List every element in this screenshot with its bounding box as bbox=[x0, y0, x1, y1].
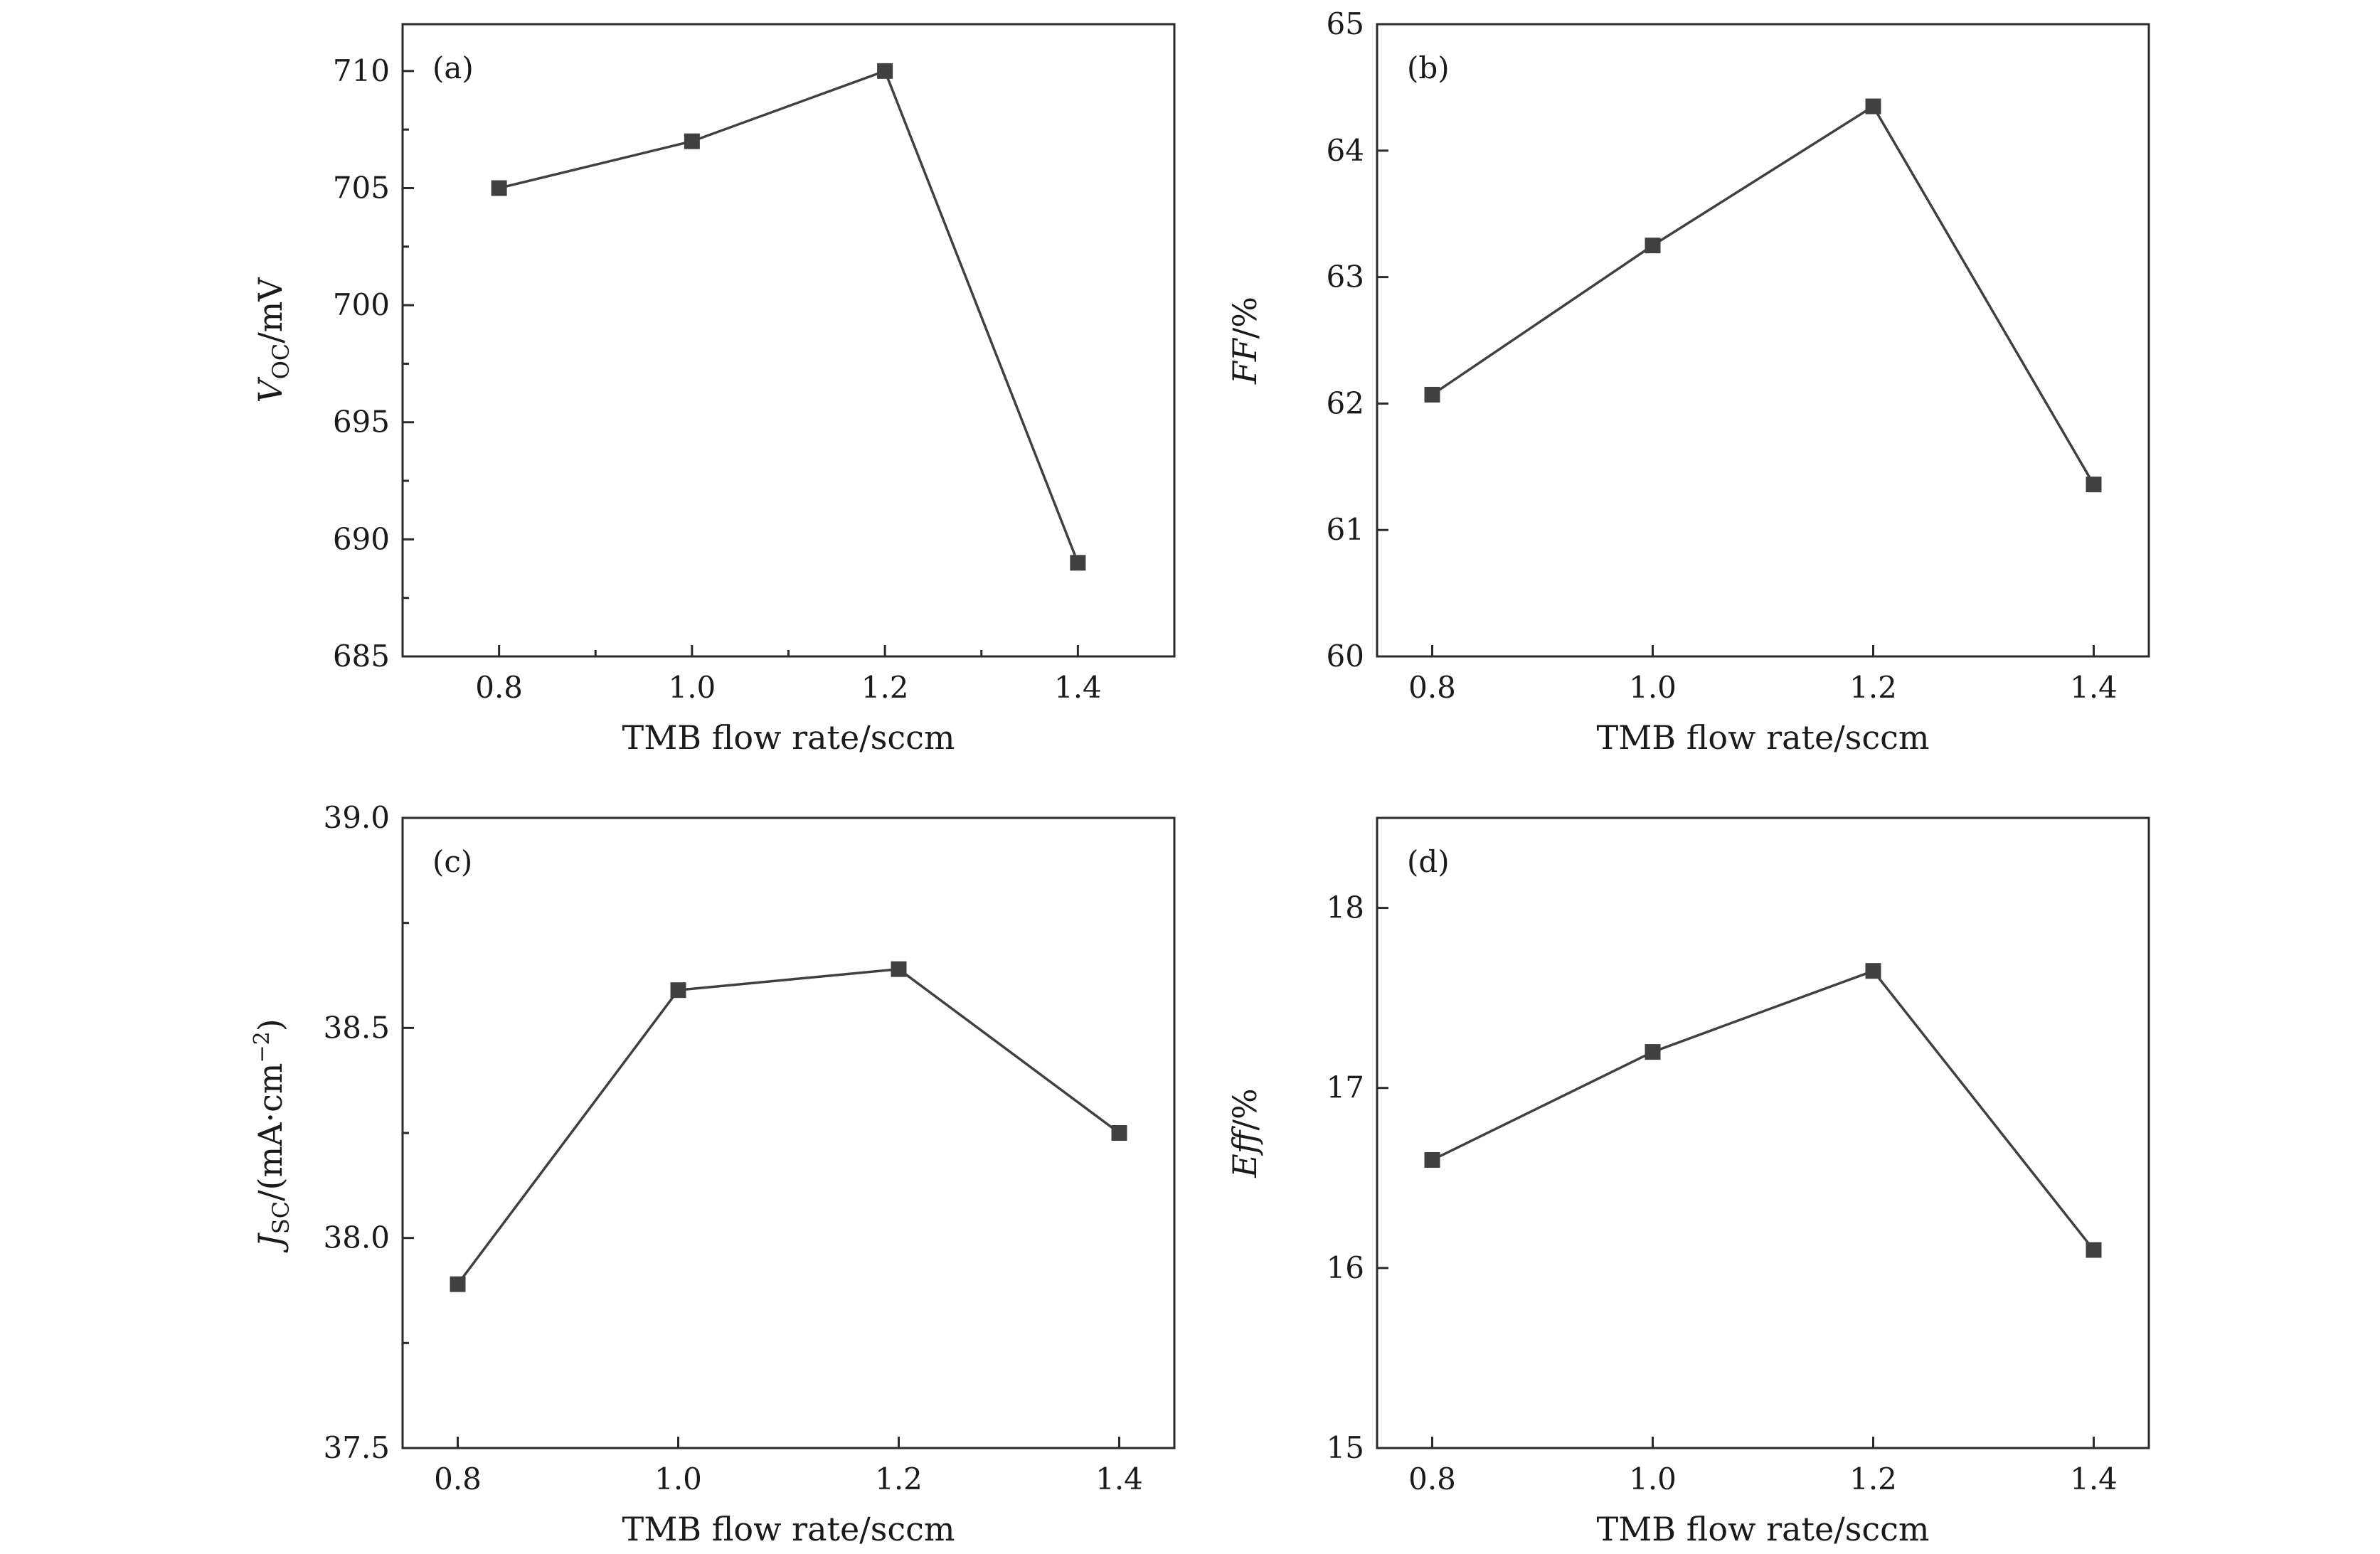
y-tick-label: 65 bbox=[1327, 6, 1364, 41]
y-tick-label: 695 bbox=[333, 405, 390, 440]
data-point bbox=[1645, 1044, 1661, 1060]
x-tick-label: 1.2 bbox=[1849, 1462, 1897, 1496]
x-tick-label: 1.4 bbox=[2070, 670, 2118, 705]
x-tick-label: 0.8 bbox=[475, 670, 523, 705]
y-tick-label: 62 bbox=[1327, 385, 1364, 420]
panel-label: (c) bbox=[432, 844, 472, 879]
data-point bbox=[1070, 555, 1086, 571]
data-point bbox=[684, 133, 700, 149]
y-axis-label: Eff/% bbox=[1226, 1088, 1264, 1178]
plot-frame bbox=[401, 23, 1176, 658]
y-tick-label: 700 bbox=[333, 287, 390, 322]
chart-panel-1: 0.8 1.0 1.2 1.4 685 690 695 700 705 710 (a) TMB flo… bbox=[251, 23, 1176, 757]
data-point bbox=[2086, 477, 2102, 493]
data-point bbox=[491, 180, 507, 196]
y-axis-label: JSC/(mA·cm−2) bbox=[250, 1018, 294, 1252]
x-tick-label: 0.8 bbox=[1408, 1462, 1456, 1496]
x-tick-label: 1.0 bbox=[668, 670, 716, 705]
panel-label: (b) bbox=[1407, 50, 1450, 85]
series-line bbox=[1431, 969, 2095, 1251]
y-axis-label: FF/% bbox=[1226, 297, 1264, 385]
x-tick-label: 1.0 bbox=[1629, 1462, 1677, 1496]
y-tick-label: 16 bbox=[1327, 1250, 1364, 1285]
chart-panel-3: 0.8 1.0 1.2 1.4 37.5 38.0 38.5 39.0 (c) TMB flow … bbox=[250, 800, 1176, 1548]
data-point bbox=[670, 982, 686, 999]
x-axis-label: TMB flow rate/sccm bbox=[1597, 1510, 1930, 1548]
y-tick-label: 38.0 bbox=[323, 1220, 390, 1255]
x-tick-label: 1.2 bbox=[861, 670, 909, 705]
x-tick-label: 0.8 bbox=[434, 1462, 482, 1496]
y-tick-label: 705 bbox=[333, 170, 390, 205]
data-point bbox=[2086, 1242, 2102, 1258]
x-tick-label: 1.0 bbox=[1629, 670, 1677, 705]
y-tick-label: 685 bbox=[333, 639, 390, 674]
y-tick-label: 60 bbox=[1327, 639, 1364, 674]
y-tick-label: 63 bbox=[1327, 260, 1364, 294]
data-point bbox=[891, 961, 907, 977]
panel-label: (a) bbox=[432, 50, 474, 85]
y-tick-label: 15 bbox=[1327, 1430, 1364, 1465]
y-tick-label: 64 bbox=[1327, 133, 1364, 168]
data-point bbox=[1865, 98, 1881, 115]
chart-panel-4: 0.8 1.0 1.2 1.4 15 16 17 18 (d) TMB flow rate/scc… bbox=[1226, 816, 2150, 1548]
x-tick-label: 1.2 bbox=[875, 1462, 923, 1496]
plot-frame bbox=[401, 816, 1176, 1449]
y-tick-label: 17 bbox=[1327, 1070, 1364, 1105]
data-point bbox=[450, 1276, 466, 1292]
x-tick-label: 1.0 bbox=[654, 1462, 702, 1496]
y-tick-label: 38.5 bbox=[323, 1010, 390, 1045]
series-line bbox=[499, 69, 1080, 563]
panel-label: (d) bbox=[1407, 844, 1450, 879]
x-tick-label: 1.4 bbox=[1095, 1462, 1143, 1496]
x-axis-label: TMB flow rate/sccm bbox=[622, 718, 955, 757]
y-axis-label: VOC/mV bbox=[251, 277, 294, 403]
y-tick-label: 61 bbox=[1327, 512, 1364, 547]
series-line bbox=[1431, 105, 2095, 486]
data-point bbox=[1111, 1125, 1127, 1141]
chart-panel-2: 0.8 1.0 1.2 1.4 60 61 62 63 64 65 (b) TMB flow rate… bbox=[1226, 6, 2150, 757]
y-tick-label: 37.5 bbox=[323, 1430, 390, 1465]
data-point bbox=[1645, 238, 1661, 254]
data-point bbox=[877, 63, 893, 79]
y-tick-label: 690 bbox=[333, 521, 390, 556]
x-axis-label: TMB flow rate/sccm bbox=[1597, 718, 1930, 757]
x-tick-label: 0.8 bbox=[1408, 670, 1456, 705]
data-point bbox=[1424, 386, 1440, 403]
data-point bbox=[1865, 963, 1881, 979]
y-tick-label: 710 bbox=[333, 53, 390, 88]
x-tick-label: 1.4 bbox=[1054, 670, 1102, 705]
plot-frame bbox=[1376, 23, 2150, 658]
y-tick-label: 39.0 bbox=[323, 800, 390, 835]
y-tick-label: 18 bbox=[1327, 890, 1364, 925]
x-tick-label: 1.4 bbox=[2070, 1462, 2118, 1496]
series-line bbox=[457, 967, 1120, 1285]
plot-frame bbox=[1376, 816, 2150, 1449]
x-axis-label: TMB flow rate/sccm bbox=[622, 1510, 955, 1548]
x-tick-label: 1.2 bbox=[1849, 670, 1897, 705]
data-point bbox=[1424, 1151, 1440, 1168]
